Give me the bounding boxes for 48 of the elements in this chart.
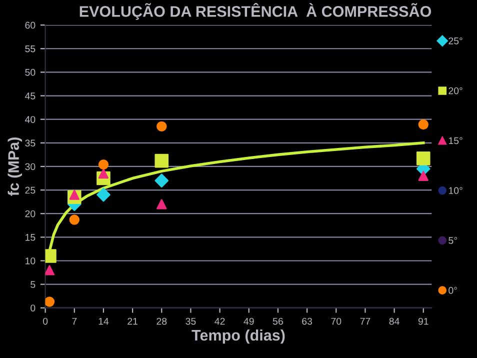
y-tick-label: 10 <box>26 257 36 264</box>
point <box>154 154 169 168</box>
y-tick-label: 35 <box>25 140 36 147</box>
point <box>154 174 169 188</box>
point <box>98 160 109 170</box>
y-axis-title: fc (MPa) <box>8 138 22 196</box>
point <box>418 119 428 130</box>
y-tick-label: 25 <box>25 186 36 194</box>
point <box>96 188 110 202</box>
x-axis-title: Tempo (dias) <box>192 329 285 344</box>
point <box>156 199 167 210</box>
point <box>45 265 55 276</box>
x-tick-label: 7 <box>72 318 77 325</box>
legend-label: 15° <box>448 137 462 144</box>
legend-label: 5° <box>448 237 457 244</box>
y-tick-label: 45 <box>25 92 36 100</box>
x-tick-label: 14 <box>98 318 109 325</box>
y-tick-label: 0 <box>30 304 36 312</box>
y-tick-label: 40 <box>25 116 36 123</box>
legend-label: 0° <box>448 286 457 294</box>
y-tick-label: 15 <box>26 234 36 241</box>
y-tick-label: 20 <box>25 210 36 218</box>
y-tick-label: 60 <box>25 22 36 29</box>
x-tick-label: 56 <box>272 318 283 325</box>
y-tick-label: 55 <box>25 45 36 52</box>
x-tick-label: 84 <box>389 318 400 325</box>
x-tick-label: 42 <box>214 318 225 325</box>
y-tick-label: 50 <box>25 68 36 76</box>
point <box>418 170 428 181</box>
point <box>45 296 55 307</box>
point <box>156 121 167 132</box>
x-tick-label: 70 <box>331 318 342 325</box>
x-tick-label: 28 <box>156 318 167 325</box>
x-tick-label: 35 <box>186 318 196 325</box>
point <box>69 214 80 225</box>
point <box>416 152 430 166</box>
y-tick-label: 5 <box>30 281 36 288</box>
y-tick-label: 30 <box>25 163 36 170</box>
legend-label: 25° <box>448 37 462 44</box>
x-tick-label: 21 <box>128 318 138 325</box>
legend-label: 20° <box>448 87 462 94</box>
legend-label: 10° <box>448 187 462 194</box>
x-tick-label: 77 <box>360 318 370 325</box>
x-tick-label: 91 <box>418 318 428 325</box>
x-tick-label: 0 <box>42 318 48 325</box>
chart-title: EVOLUÇÃO DA RESISTÊNCIA À COMPRESSÃO <box>80 3 432 20</box>
x-tick-label: 49 <box>244 318 254 325</box>
x-tick-label: 63 <box>302 318 312 325</box>
